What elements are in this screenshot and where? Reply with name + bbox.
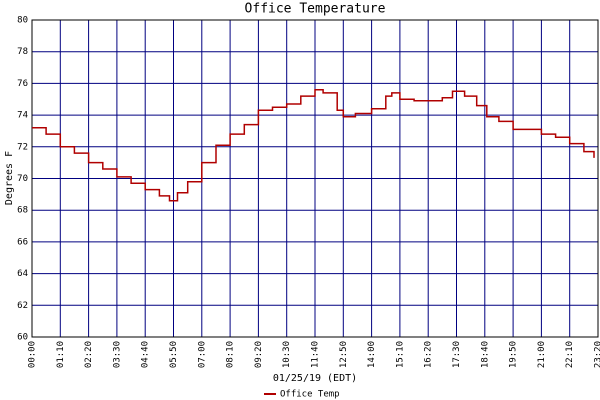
x-tick-label: 00:00 (28, 341, 38, 368)
x-tick-label: 15:10 (395, 341, 405, 368)
plot-frame (31, 19, 599, 338)
y-tick-label: 76 (17, 79, 28, 89)
x-tick-label: 17:30 (452, 341, 462, 368)
y-tick-label: 72 (17, 142, 28, 152)
y-tick-label: 74 (17, 111, 28, 121)
x-tick-label: 14:00 (367, 341, 377, 368)
x-tick-label: 03:30 (112, 341, 122, 368)
y-axis-label: Degrees F (4, 151, 15, 205)
x-tick-label: 21:00 (537, 341, 547, 368)
x-tick-label: 18:40 (480, 341, 490, 368)
y-tick-label: 60 (17, 333, 28, 343)
x-tick-label: 04:40 (141, 341, 151, 368)
data-line (32, 88, 595, 202)
x-tick-label: 10:30 (282, 341, 292, 368)
x-tick-label: 05:50 (169, 341, 179, 368)
x-tick-label: 08:10 (226, 341, 236, 368)
legend-label: Office Temp (280, 390, 340, 400)
chart-title: Office Temperature (245, 2, 386, 17)
x-tick-label: 12:50 (339, 341, 349, 368)
x-tick-label: 23:20 (594, 341, 600, 368)
x-tick-label: 01:10 (56, 341, 66, 368)
x-tick-label: 19:50 (509, 341, 519, 368)
y-tick-label: 64 (17, 269, 28, 279)
y-tick-label: 66 (17, 237, 28, 247)
y-tick-label: 80 (17, 16, 28, 26)
y-tick-label: 70 (17, 174, 28, 184)
x-axis-label: 01/25/19 (EDT) (273, 373, 357, 384)
y-tick-label: 68 (17, 206, 28, 216)
x-tick-label: 09:20 (254, 341, 264, 368)
x-tick-label: 22:10 (565, 341, 575, 368)
x-tick-label: 16:20 (424, 341, 434, 368)
x-tick-label: 07:00 (197, 341, 207, 368)
y-tick-label: 78 (17, 47, 28, 57)
x-tick-label: 11:40 (311, 341, 321, 368)
y-tick-label: 62 (17, 301, 28, 311)
x-tick-label: 02:20 (84, 341, 94, 368)
